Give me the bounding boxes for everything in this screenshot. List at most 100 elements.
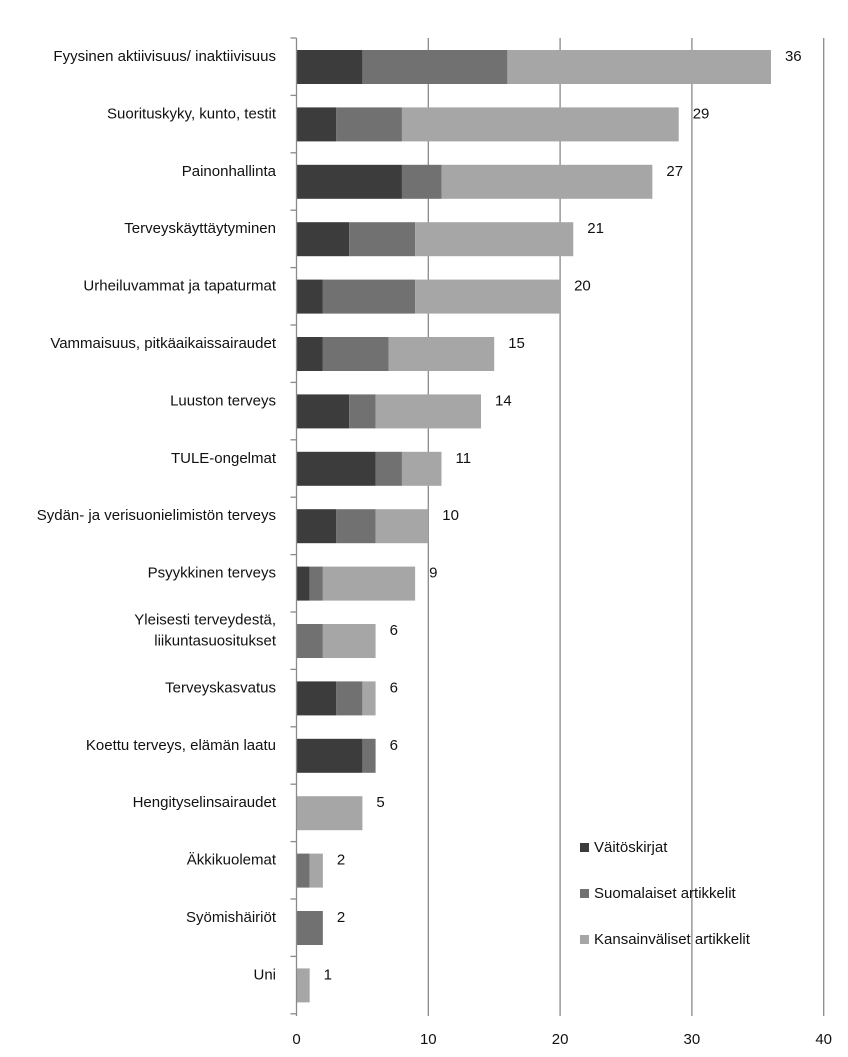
bar-segment-2-1 xyxy=(401,164,442,199)
category-label: Fyysinen aktiivisuus/ inaktiivisuus xyxy=(53,48,276,65)
value-label: 10 xyxy=(442,507,459,524)
bar-segment-6-0 xyxy=(296,394,350,429)
value-label: 6 xyxy=(390,679,398,696)
bar-segment-7-1 xyxy=(375,451,402,486)
category-label-line: Psyykkinen terveys xyxy=(148,565,276,582)
bar-segment-4-0 xyxy=(296,279,323,314)
category-label: Yleisesti terveydestä, liikuntasuositukse… xyxy=(134,612,277,650)
legend-label: Väitöskirjat xyxy=(594,839,668,856)
bar-segment-2-2 xyxy=(441,164,653,199)
category-label-line: Terveyskäyttäytyminen xyxy=(124,220,276,237)
bar-segment-3-1 xyxy=(349,222,416,257)
category-label-line: TULE-ongelmat xyxy=(171,450,277,467)
category-label: Hengityselinsairaudet xyxy=(133,794,277,811)
value-label: 2 xyxy=(337,909,345,926)
bar-segment-11-0 xyxy=(296,681,337,716)
bar-segment-4-2 xyxy=(415,279,561,314)
bar-segment-14-2 xyxy=(309,853,323,888)
value-label: 1 xyxy=(324,966,332,983)
bar-segment-9-2 xyxy=(322,566,416,601)
legend-swatch xyxy=(580,935,589,944)
value-label: 9 xyxy=(429,565,437,582)
bar-segment-0-2 xyxy=(507,50,771,84)
bar-segment-13-2 xyxy=(296,796,363,831)
category-label-line: Äkkikuolemat xyxy=(187,852,277,869)
x-tick-label-0: 0 xyxy=(292,1031,300,1048)
x-tick-label-40: 40 xyxy=(815,1031,832,1048)
value-label: 6 xyxy=(390,622,398,639)
bar-segment-10-1 xyxy=(296,624,323,658)
value-label: 15 xyxy=(508,335,525,352)
x-tick-label-10: 10 xyxy=(420,1031,437,1048)
bar-segment-15-1 xyxy=(296,911,323,945)
bar-segment-4-1 xyxy=(322,279,416,314)
bar-segment-1-0 xyxy=(296,107,337,142)
x-tick-labels: 0 10 20 30 40 xyxy=(292,1031,832,1048)
bar-segment-9-0 xyxy=(296,566,310,601)
category-label: Sydän- ja verisuonielimistön terveys xyxy=(37,507,276,524)
category-label: Psyykkinen terveys xyxy=(148,565,276,582)
bar-segment-2-0 xyxy=(296,164,402,199)
bar-segment-5-2 xyxy=(388,337,495,371)
value-label: 36 xyxy=(785,48,802,65)
bar-segment-5-1 xyxy=(322,337,389,371)
category-label: Urheiluvammat ja tapaturmat xyxy=(83,278,276,295)
bar-segment-3-0 xyxy=(296,222,350,257)
bar-segment-12-0 xyxy=(296,738,363,773)
category-label-line: Koettu terveys, elämän laatu xyxy=(86,737,276,754)
category-label: Vammaisuus, pitkäaikaissairaudet xyxy=(50,335,276,352)
category-label-line: Vammaisuus, pitkäaikaissairaudet xyxy=(50,335,276,352)
bar-segment-7-0 xyxy=(296,451,376,486)
bar-segment-7-2 xyxy=(401,451,442,486)
bar-segment-11-1 xyxy=(336,681,363,716)
category-label-line: Hengityselinsairaudet xyxy=(133,794,277,811)
bar-segment-1-2 xyxy=(401,107,679,142)
value-label: 27 xyxy=(666,163,683,180)
bar-segment-5-0 xyxy=(296,337,323,371)
value-label: 11 xyxy=(455,450,471,467)
category-label: TULE-ongelmat xyxy=(171,450,277,467)
x-tick-label-20: 20 xyxy=(552,1031,569,1048)
bar-segment-12-1 xyxy=(362,738,376,773)
value-label: 20 xyxy=(574,278,591,295)
bar-segment-10-2 xyxy=(322,624,376,658)
category-label: Koettu terveys, elämän laatu xyxy=(86,737,276,754)
value-label: 2 xyxy=(337,852,345,869)
category-label-line: Fyysinen aktiivisuus/ inaktiivisuus xyxy=(53,48,276,65)
category-label: Terveyskäyttäytyminen xyxy=(124,220,276,237)
bar-segment-0-0 xyxy=(296,50,363,84)
bar-segment-14-1 xyxy=(296,853,310,888)
y-axis xyxy=(290,37,298,1016)
bars xyxy=(296,50,771,1003)
bar-segment-16-2 xyxy=(296,968,310,1003)
value-label: 29 xyxy=(693,105,710,122)
category-label: Äkkikuolemat xyxy=(187,852,277,869)
value-label: 14 xyxy=(495,392,512,409)
category-label-line: Syömishäiriöt xyxy=(186,909,277,926)
bar-segment-9-1 xyxy=(309,566,323,601)
category-label: Syömishäiriöt xyxy=(186,909,277,926)
category-label-line: Painonhallinta xyxy=(182,163,277,180)
category-label-line: Luuston terveys xyxy=(170,392,276,409)
x-tick-label-30: 30 xyxy=(684,1031,701,1048)
legend-swatch xyxy=(580,889,589,898)
category-label: Uni xyxy=(253,966,276,983)
bar-segment-6-2 xyxy=(375,394,482,429)
value-label: 6 xyxy=(390,737,398,754)
bar-segment-1-1 xyxy=(336,107,402,142)
legend-label: Suomalaiset artikkelit xyxy=(594,885,737,902)
legend-label: Kansainväliset artikkelit xyxy=(594,931,751,948)
bar-segment-8-2 xyxy=(375,509,429,544)
value-label: 21 xyxy=(587,220,604,237)
bar-segment-11-2 xyxy=(362,681,376,716)
category-label-line: Yleisesti terveydestä, xyxy=(134,612,276,629)
legend-swatch xyxy=(580,843,589,852)
legend: Väitöskirjat Suomalaiset artikkelit Kansai… xyxy=(580,839,751,948)
category-label: Suorituskyky, kunto, testit xyxy=(107,105,277,122)
category-label-line: Terveyskasvatus xyxy=(165,679,276,696)
category-labels: Fyysinen aktiivisuus/ inaktiivisuus Suori… xyxy=(37,48,277,983)
bar-segment-3-2 xyxy=(415,222,574,257)
category-label-line: liikuntasuositukset xyxy=(154,633,277,650)
